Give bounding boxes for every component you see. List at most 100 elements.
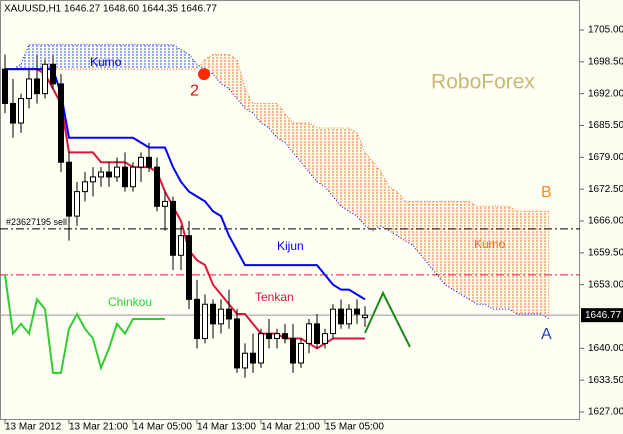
cloud-segment	[109, 44, 117, 70]
x-tick-label: 15 Mar 05:00	[325, 422, 384, 433]
y-tick-label: 1685.50	[588, 120, 623, 131]
cloud-segment	[389, 186, 397, 236]
cloud-segment	[85, 44, 93, 70]
candle-body	[114, 166, 120, 178]
line-label: Tenkan	[255, 290, 294, 304]
cloud-segment	[173, 44, 181, 70]
cloud-segment	[293, 123, 301, 163]
cloud-segment	[93, 44, 101, 70]
cloud-segment	[541, 211, 549, 319]
candle-body	[74, 191, 80, 217]
cloud-segment	[141, 44, 149, 70]
y-tick-label: 1627.00	[588, 407, 623, 418]
cloud-segment	[445, 201, 453, 290]
watermark: RoboForex	[431, 71, 535, 94]
candle-body	[322, 333, 328, 344]
cloud-segment	[349, 127, 357, 217]
candle-body	[298, 342, 304, 364]
candle-body	[282, 333, 288, 340]
candle-body	[178, 235, 184, 256]
candle-body	[274, 333, 280, 340]
candle-body	[250, 352, 256, 364]
candle-body	[210, 303, 216, 325]
candle-body	[306, 323, 312, 344]
y-tick-label: 1666.00	[588, 216, 623, 227]
candle-body	[58, 83, 64, 163]
indicator-line	[5, 68, 365, 350]
x-tick-label: 13 Mar 21:00	[69, 422, 128, 433]
y-tick-label: 1679.00	[588, 152, 623, 163]
candle-body	[186, 235, 192, 300]
cloud-segment	[165, 44, 173, 70]
candle-body	[50, 63, 56, 85]
cloud-segment	[533, 211, 541, 315]
cloud-segment	[357, 132, 365, 226]
y-tick-label: 1633.50	[588, 375, 623, 386]
cloud-segment	[213, 54, 221, 84]
marker	[198, 68, 210, 81]
cloud-segment	[29, 44, 37, 70]
cloud-segment	[461, 201, 469, 300]
cloud-segment	[525, 211, 533, 315]
candle-body	[170, 200, 176, 256]
cloud-segment	[61, 44, 69, 70]
cloud-label: Kumo	[90, 55, 122, 69]
candle-body	[130, 166, 136, 188]
arrow-pattern	[364, 290, 411, 348]
candle-body	[346, 308, 352, 325]
candle-body	[162, 200, 168, 207]
cloud-segment	[149, 44, 157, 70]
candle-body	[354, 308, 360, 315]
cloud-segment	[53, 44, 61, 70]
cloud-segment	[301, 123, 309, 173]
cloud-segment	[421, 201, 429, 266]
candle-body	[194, 298, 200, 340]
candle-body	[154, 166, 160, 207]
cloud-segment	[453, 201, 461, 295]
cloud-segment	[77, 44, 85, 70]
wave-label: B	[541, 184, 552, 201]
cloud-segment	[365, 152, 373, 231]
cloud-segment	[469, 201, 477, 305]
cloud-segment	[493, 206, 501, 310]
cloud-segment	[157, 44, 165, 70]
cloud-segment	[485, 206, 493, 310]
indicator-line	[4, 274, 165, 374]
cloud-segment	[101, 44, 109, 70]
cloud-segment	[501, 206, 509, 310]
cloud-segment	[125, 44, 133, 70]
cloud-segment	[45, 44, 53, 70]
candle-body	[106, 171, 112, 178]
cloud-segment	[189, 54, 197, 70]
chart-title: XAUUSD,H1 1646.27 1648.60 1644.35 1646.7…	[4, 4, 217, 15]
x-tick-label: 14 Mar 21:00	[261, 422, 320, 433]
cloud-segment	[509, 206, 517, 315]
candle-body	[338, 308, 344, 325]
candle-body	[42, 63, 48, 95]
cloud-segment	[341, 127, 349, 212]
cloud-label: Kumo	[474, 237, 506, 251]
cloud-span	[5, 53, 549, 212]
indicator-line	[5, 68, 366, 301]
candle-body	[66, 161, 72, 217]
cloud-span	[5, 44, 550, 320]
candle-body	[2, 68, 8, 104]
y-tick-label: 1705.00	[588, 25, 623, 36]
price-label: 1646.77	[585, 310, 622, 321]
candle-body	[290, 338, 296, 364]
cloud-segment	[117, 44, 125, 70]
y-tick-label: 1672.50	[588, 184, 623, 195]
y-tick-label: 1698.50	[588, 56, 623, 67]
candle-body	[362, 314, 368, 319]
candle-body	[90, 176, 96, 183]
y-tick-label: 1659.50	[588, 247, 623, 258]
x-tick-label: 14 Mar 05:00	[133, 422, 192, 433]
candle-body	[34, 78, 40, 95]
candle-body	[10, 102, 16, 124]
cloud-segment	[429, 201, 437, 275]
candle-body	[226, 308, 232, 320]
cloud-segment	[437, 201, 445, 285]
level-label: #23627195 sell	[6, 217, 67, 227]
cloud-segment	[517, 211, 525, 315]
